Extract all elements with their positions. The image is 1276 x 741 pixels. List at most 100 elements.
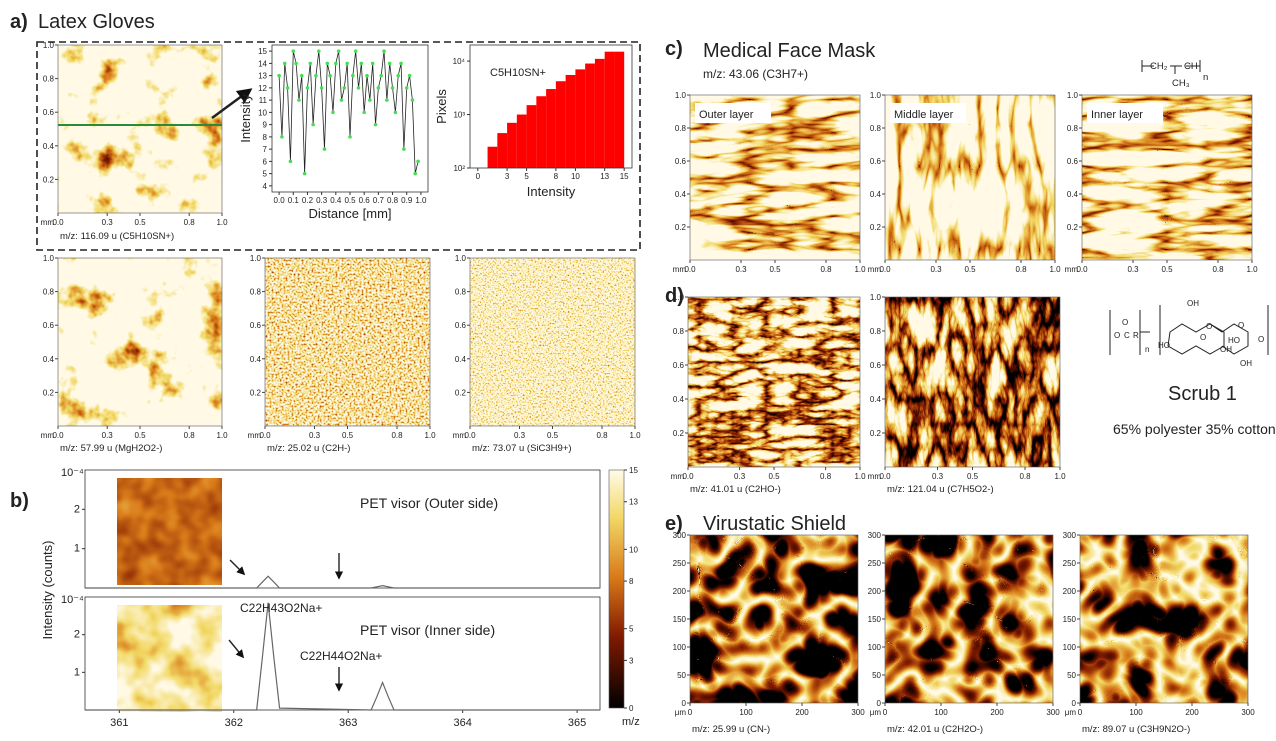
- profile-point: [314, 74, 318, 78]
- x-tick-label: 10: [571, 172, 580, 181]
- x-tick-label: 0.3: [734, 472, 746, 481]
- y-tick-label: 1.0: [43, 254, 55, 263]
- x-tick-label: 0.3: [316, 196, 328, 205]
- axis-unit: μm: [1065, 708, 1077, 717]
- histogram-bar: [566, 75, 576, 168]
- y-tick-label: 0.4: [250, 355, 262, 364]
- y-tick-label: 0: [877, 699, 882, 708]
- histogram-bar: [595, 59, 605, 168]
- profile-point: [377, 86, 381, 90]
- profile-point: [300, 74, 304, 78]
- x-tick-label: 0.0: [274, 196, 286, 205]
- map-caption: m/z: 42.01 u (C2H2O-): [887, 724, 983, 735]
- ion-map: [1080, 535, 1248, 703]
- x-tick-label: 0.3: [102, 431, 114, 440]
- y-tick-label: 250: [868, 559, 882, 568]
- panel-title: Latex Gloves: [38, 11, 155, 33]
- x-tick-label: 1.0: [1049, 265, 1061, 274]
- y-tick-label: 50: [872, 671, 881, 680]
- x-tick-label: 0.7: [373, 196, 385, 205]
- histogram-bar: [488, 147, 498, 168]
- histogram-bar: [575, 69, 585, 168]
- x-tick-label: 0.3: [932, 472, 944, 481]
- structure-bonds: [1110, 305, 1268, 355]
- profile-point: [394, 111, 398, 115]
- y-tick-label: 0: [682, 699, 687, 708]
- y-tick-label: 10²: [453, 164, 465, 173]
- x-tick-label: 0.8: [820, 265, 832, 274]
- y-axis-label: Pixels: [434, 89, 449, 124]
- profile-point: [294, 62, 298, 66]
- y-tick-label: 6: [263, 157, 268, 166]
- x-tick-label: 365: [568, 717, 586, 729]
- y-tick-label: 0.6: [250, 321, 262, 330]
- y-tick-label: 14: [258, 59, 267, 68]
- formula-text: n: [1203, 72, 1208, 83]
- panel-label: a): [10, 11, 28, 33]
- x-tick-label: 0.5: [134, 218, 146, 227]
- y-tick-label: 50: [1067, 671, 1076, 680]
- y-tick-label: 100: [1063, 643, 1077, 652]
- structure-label: OH: [1220, 345, 1232, 354]
- y-tick-label: 0.4: [673, 395, 685, 404]
- x-tick-label: 364: [453, 717, 471, 729]
- profile-point: [416, 160, 420, 164]
- profile-point: [365, 74, 369, 78]
- y-multiplier: 10⁻⁴: [61, 594, 84, 606]
- y-tick-label: 0.8: [675, 124, 687, 133]
- x-tick-label: 3: [505, 172, 510, 181]
- x-tick-label: 0.8: [1015, 265, 1027, 274]
- arrow: [230, 560, 244, 574]
- ion-map: [885, 297, 1060, 467]
- axis-unit: mm: [453, 431, 467, 440]
- x-tick-label: 0.8: [184, 218, 196, 227]
- x-tick-label: 0.9: [401, 196, 413, 205]
- x-tick-label: 100: [934, 708, 948, 717]
- y-tick-label: 4: [263, 182, 268, 191]
- y-tick-label: 0.8: [43, 75, 55, 84]
- y-tick-label: 0.4: [43, 142, 55, 151]
- profile-point: [320, 86, 324, 90]
- profile-point: [411, 98, 415, 102]
- structure-label: O: [1238, 321, 1244, 330]
- x-tick-label: 1.0: [854, 472, 866, 481]
- profile-point: [277, 74, 281, 78]
- y-tick-label: 0.2: [675, 223, 687, 232]
- x-tick-label: 0.3: [930, 265, 942, 274]
- x-tick-label: 0.0: [879, 265, 891, 274]
- profile-point: [388, 62, 392, 66]
- structure-label: O: [1258, 335, 1264, 344]
- y-tick-label: 8: [263, 133, 268, 142]
- profile-point: [328, 74, 332, 78]
- ion-map: [265, 258, 430, 426]
- axis-unit: mm: [41, 431, 55, 440]
- x-tick-label: 15: [620, 172, 629, 181]
- formula-text: CH: [1184, 61, 1198, 72]
- x-tick-label: 0.8: [820, 472, 832, 481]
- y-tick-label: 0.2: [250, 388, 262, 397]
- x-tick-label: 0.8: [387, 196, 399, 205]
- y-tick-label: 150: [1063, 615, 1077, 624]
- x-tick-label: 0.0: [1076, 265, 1088, 274]
- series-name: PET visor (Inner side): [360, 622, 495, 638]
- arrow: [229, 640, 243, 657]
- x-tick-label: 0.5: [769, 265, 781, 274]
- y-tick-label: 300: [1063, 531, 1077, 540]
- x-tick-label: 0.8: [184, 431, 196, 440]
- y-tick-label: 0.6: [673, 361, 685, 370]
- profile-point: [408, 74, 412, 78]
- profile-point: [308, 62, 312, 66]
- profile-point: [348, 135, 352, 139]
- x-tick-label: 0.8: [1019, 472, 1031, 481]
- profile-point: [306, 86, 310, 90]
- x-tick-label: 1.0: [216, 218, 228, 227]
- y-tick-label: 0.8: [673, 327, 685, 336]
- structure-label: O: [1200, 333, 1206, 342]
- colorbar: [609, 470, 624, 708]
- y-tick-label: 1: [74, 666, 80, 678]
- y-tick-label: 0.4: [675, 190, 687, 199]
- profile-point: [362, 111, 366, 115]
- panel-label: b): [10, 490, 29, 512]
- y-tick-label: 50: [677, 671, 686, 680]
- profile-point: [368, 98, 372, 102]
